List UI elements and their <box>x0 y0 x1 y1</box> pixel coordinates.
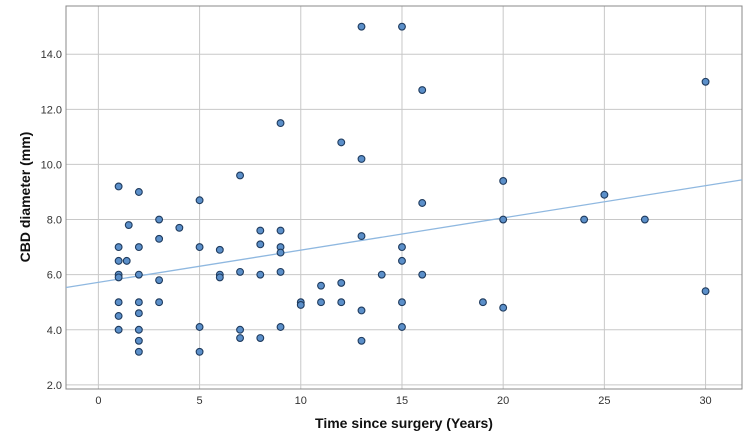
data-point <box>236 325 245 334</box>
data-point <box>256 240 265 249</box>
data-point <box>357 154 366 163</box>
data-point <box>236 171 245 180</box>
data-point <box>398 243 406 252</box>
data-point <box>499 215 508 224</box>
data-point <box>114 273 123 282</box>
data-point <box>418 86 427 94</box>
data-point <box>296 301 305 309</box>
data-point <box>134 325 143 334</box>
data-point <box>640 215 649 224</box>
data-point <box>357 22 366 31</box>
data-point <box>134 270 143 279</box>
fit-line <box>65 179 743 289</box>
data-point <box>155 276 164 285</box>
x-tick-label: 0 <box>95 395 101 407</box>
y-tick-label: 8.0 <box>47 215 62 227</box>
data-point <box>276 119 285 128</box>
data-point <box>114 312 123 320</box>
data-point <box>398 323 406 331</box>
data-point <box>701 287 710 296</box>
data-point <box>134 188 143 196</box>
x-tick-label: 25 <box>598 395 610 407</box>
x-tick-label: 30 <box>699 395 711 407</box>
data-point <box>215 245 224 254</box>
data-point <box>236 334 245 342</box>
plot-frame <box>65 5 743 390</box>
y-tick-label: 14.0 <box>41 49 62 61</box>
data-point <box>236 267 245 276</box>
data-point <box>114 256 123 265</box>
data-point <box>276 323 285 331</box>
data-point <box>256 334 265 342</box>
data-point <box>155 215 164 224</box>
fit-line-layer <box>65 179 743 289</box>
y-tick-label: 12.0 <box>41 104 62 116</box>
data-point <box>337 138 346 147</box>
data-point <box>499 303 508 312</box>
data-point <box>580 215 589 224</box>
y-tick-label: 6.0 <box>47 270 62 282</box>
data-point <box>195 243 204 252</box>
data-point <box>124 221 133 230</box>
data-point <box>357 336 366 345</box>
data-point <box>276 248 285 257</box>
y-tick-label: 4.0 <box>47 325 62 337</box>
y-axis-title: CBD diameter (mm) <box>17 132 33 263</box>
data-point <box>418 270 427 279</box>
x-tick-label: 15 <box>396 395 408 407</box>
data-point <box>337 278 346 287</box>
data-point <box>134 243 143 252</box>
data-point <box>276 267 285 276</box>
data-point <box>155 234 164 243</box>
data-point <box>134 336 143 345</box>
data-point <box>398 256 406 265</box>
data-point <box>317 298 325 307</box>
data-point <box>195 323 204 331</box>
y-tick-label: 2.0 <box>47 380 62 392</box>
data-point <box>114 325 123 334</box>
data-point <box>357 232 366 241</box>
data-point <box>114 182 123 191</box>
x-tick-label: 20 <box>497 395 509 407</box>
data-point <box>357 306 366 315</box>
data-point <box>701 77 710 86</box>
x-axis-title: Time since surgery (Years) <box>315 415 493 431</box>
data-point <box>377 270 386 279</box>
data-point <box>134 298 143 307</box>
x-tick-label: 5 <box>197 395 203 407</box>
data-point <box>114 243 123 252</box>
data-point <box>478 298 487 307</box>
data-point <box>155 298 164 307</box>
data-point <box>195 196 204 205</box>
grid-layer <box>66 6 742 389</box>
data-point <box>398 22 406 31</box>
data-point <box>134 309 143 318</box>
y-tick-label: 10.0 <box>41 159 62 171</box>
data-point <box>215 273 224 282</box>
data-point <box>418 199 427 207</box>
data-point <box>337 298 346 307</box>
data-point <box>256 226 265 235</box>
data-point <box>114 298 123 307</box>
data-points <box>114 22 710 356</box>
data-point <box>256 270 265 279</box>
data-point <box>134 347 143 356</box>
data-point <box>499 177 508 185</box>
data-point <box>195 347 204 356</box>
data-point <box>317 281 325 290</box>
tick-labels: 0 5 10 15 20 25 30 2.0 4.0 6.0 8.0 10.0 12.0 14.0 <box>41 49 712 407</box>
x-tick-label: 10 <box>295 395 307 407</box>
data-point <box>398 298 406 307</box>
data-point <box>276 226 285 235</box>
data-point <box>600 190 609 199</box>
data-point <box>122 256 131 265</box>
data-point <box>175 223 184 232</box>
